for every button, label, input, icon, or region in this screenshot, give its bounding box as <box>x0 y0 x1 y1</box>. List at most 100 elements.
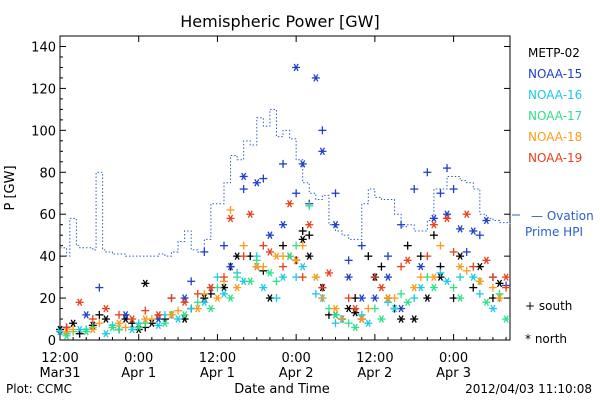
south-marker <box>403 241 412 250</box>
south-marker <box>200 247 209 256</box>
north-marker <box>456 252 465 260</box>
south-marker <box>397 289 406 298</box>
north-marker <box>364 319 373 328</box>
north-marker <box>154 321 163 330</box>
south-marker <box>298 226 307 235</box>
x-tick-label-date: Apr 2 <box>279 366 314 381</box>
north-marker <box>279 273 288 281</box>
north-marker <box>383 273 392 281</box>
south-marker <box>370 273 379 282</box>
north-marker <box>351 304 360 313</box>
south-marker <box>318 294 327 303</box>
south-marker <box>318 283 327 292</box>
south-marker <box>298 241 307 250</box>
south-marker <box>495 289 504 298</box>
south-marker <box>259 241 268 250</box>
north-marker <box>331 311 340 319</box>
y-axis-label: P [GW] <box>3 165 18 210</box>
y-axis: 0 20 40 60 80 100 120 140 <box>31 35 510 349</box>
plot-frame <box>59 35 511 341</box>
south-marker <box>383 252 392 261</box>
north-marker <box>141 315 150 323</box>
north-marker <box>134 323 143 332</box>
north-marker <box>410 283 419 292</box>
north-marker <box>397 315 406 323</box>
ovation-legend-line1: — Ovation <box>531 209 594 223</box>
north-marker <box>180 298 189 307</box>
y-tick-label: 60 <box>39 208 56 223</box>
north-marker <box>265 231 274 239</box>
south-marker <box>305 201 314 210</box>
north-marker <box>115 319 124 328</box>
north-marker <box>206 304 215 313</box>
north-marker <box>167 311 176 319</box>
north-marker <box>318 147 327 156</box>
north-marker <box>377 283 386 292</box>
y-tick-label: 40 <box>39 250 56 265</box>
legend-item: NOAA-15 <box>528 67 582 81</box>
legend-item: NOAA-16 <box>528 88 582 102</box>
south-marker <box>75 329 84 338</box>
north-marker <box>128 315 137 323</box>
south-marker <box>62 323 71 332</box>
north-marker <box>311 273 320 281</box>
north-marker <box>377 315 386 323</box>
north-marker <box>416 262 425 271</box>
south-marker <box>311 289 320 298</box>
data-markers <box>56 63 511 340</box>
south-marker <box>279 159 288 168</box>
north-marker <box>226 214 235 223</box>
south-marker <box>239 241 248 250</box>
north-marker <box>383 294 392 302</box>
south-marker <box>469 283 478 292</box>
north-legend: * north <box>525 332 567 346</box>
south-marker <box>193 289 202 298</box>
y-tick-label: 20 <box>39 292 56 307</box>
north-marker <box>206 283 215 292</box>
north-marker <box>252 178 261 187</box>
north-marker <box>101 304 110 313</box>
north-marker <box>246 210 255 218</box>
y-tick-label: 140 <box>31 40 56 55</box>
north-marker <box>174 315 183 323</box>
north-marker <box>108 323 117 332</box>
south-marker <box>259 174 268 183</box>
north-marker <box>233 283 242 292</box>
north-marker <box>482 298 491 307</box>
north-marker <box>180 294 189 302</box>
south-marker <box>462 266 471 275</box>
south-marker <box>397 262 406 271</box>
south-marker <box>272 294 281 303</box>
south-marker <box>318 126 327 135</box>
north-marker <box>246 277 255 286</box>
x-tick-label-time: 12:00 <box>356 351 393 366</box>
north-marker <box>443 214 452 223</box>
plot-timestamp: 2012/04/03 11:10:08 <box>465 382 592 396</box>
south-marker <box>219 273 228 282</box>
south-marker <box>331 319 340 328</box>
plot-credit: Plot: CCMC <box>6 382 72 396</box>
south-marker <box>115 310 124 319</box>
south-marker <box>121 323 130 332</box>
north-marker <box>482 256 491 265</box>
north-marker <box>495 279 504 288</box>
south-marker <box>462 247 471 256</box>
north-marker <box>193 304 202 313</box>
y-tick-label: 120 <box>31 82 56 97</box>
north-marker <box>456 262 465 271</box>
north-marker <box>298 160 307 168</box>
x-tick-label-date: Mar31 <box>39 366 80 381</box>
south-marker <box>95 283 104 292</box>
south-marker <box>115 325 124 334</box>
south-marker <box>436 268 445 277</box>
north-marker <box>429 283 438 292</box>
north-marker <box>429 220 438 229</box>
legend-item: METP-02 <box>528 46 580 60</box>
north-marker <box>370 294 379 302</box>
north-marker <box>69 319 78 328</box>
north-marker <box>469 227 478 235</box>
south-legend: + south <box>525 299 572 313</box>
south-marker <box>488 273 497 282</box>
south-marker <box>436 189 445 198</box>
south-marker <box>239 252 248 261</box>
